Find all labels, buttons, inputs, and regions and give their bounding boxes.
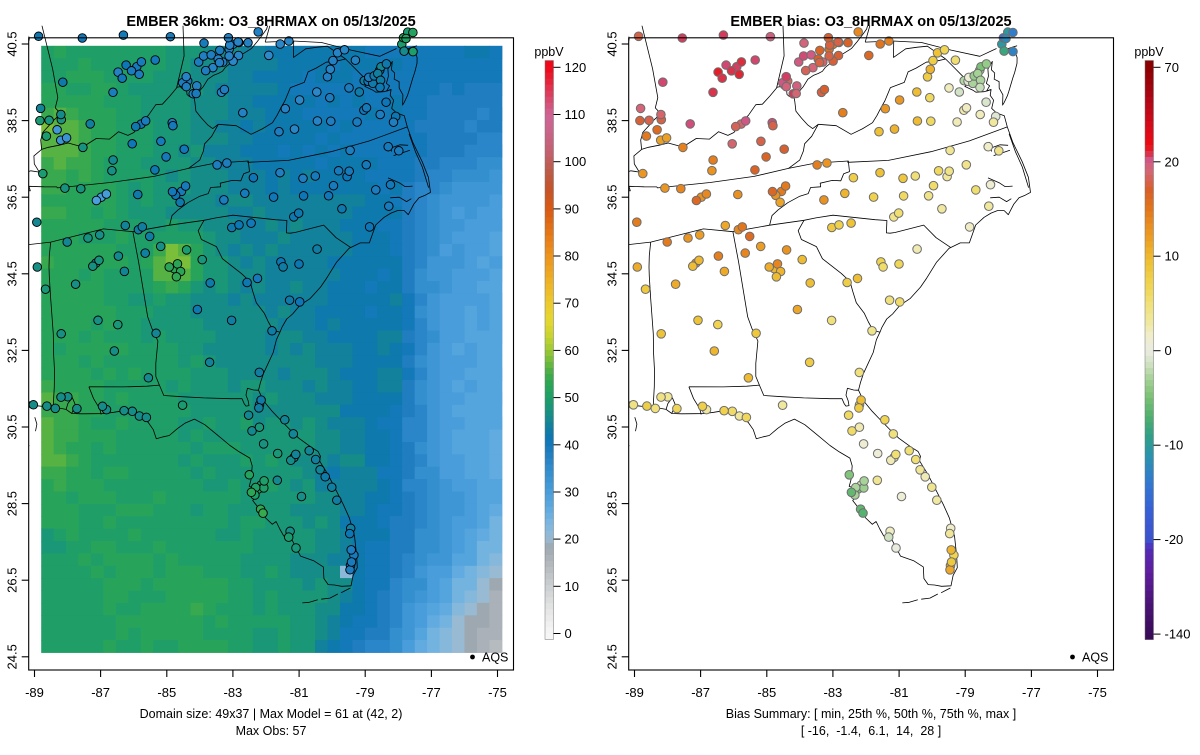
svg-text:26.5: 26.5 — [5, 568, 20, 593]
svg-text:24.5: 24.5 — [605, 644, 620, 669]
svg-text:28.5: 28.5 — [605, 491, 620, 516]
svg-text:-89: -89 — [25, 685, 44, 700]
svg-text:24.5: 24.5 — [5, 644, 20, 669]
svg-text:60: 60 — [565, 343, 579, 358]
svg-text:[ -16, -1.4, 6.1, 14, 28 ]: [ -16, -1.4, 6.1, 14, 28 ] — [801, 724, 941, 738]
svg-text:EMBER 36km: O3_8HRMAX on 05/13: EMBER 36km: O3_8HRMAX on 05/13/2025 — [126, 14, 415, 30]
svg-text:100: 100 — [565, 154, 587, 169]
svg-text:26.5: 26.5 — [605, 568, 620, 593]
svg-text:90: 90 — [565, 201, 579, 216]
svg-text:70: 70 — [565, 296, 579, 311]
svg-text:0: 0 — [1165, 343, 1172, 358]
svg-text:-77: -77 — [422, 685, 441, 700]
svg-text:EMBER bias: O3_8HRMAX on 05/13: EMBER bias: O3_8HRMAX on 05/13/2025 — [730, 14, 1011, 30]
svg-text:30.5: 30.5 — [5, 414, 20, 439]
svg-text:-75: -75 — [1088, 685, 1107, 700]
svg-text:40: 40 — [565, 437, 579, 452]
svg-text:10: 10 — [565, 579, 579, 594]
svg-text:-81: -81 — [890, 685, 909, 700]
svg-text:28.5: 28.5 — [5, 491, 20, 516]
svg-text:20: 20 — [565, 532, 579, 547]
svg-text:-81: -81 — [290, 685, 309, 700]
svg-text:36.5: 36.5 — [5, 185, 20, 210]
svg-text:36.5: 36.5 — [605, 185, 620, 210]
svg-text:34.5: 34.5 — [5, 261, 20, 286]
svg-text:-85: -85 — [757, 685, 776, 700]
svg-text:-77: -77 — [1022, 685, 1041, 700]
svg-text:30: 30 — [565, 485, 579, 500]
svg-text:120: 120 — [565, 60, 587, 75]
svg-text:-83: -83 — [224, 685, 243, 700]
svg-text:34.5: 34.5 — [605, 261, 620, 286]
svg-text:-79: -79 — [956, 685, 975, 700]
svg-text:-75: -75 — [488, 685, 507, 700]
svg-text:38.5: 38.5 — [5, 108, 20, 133]
svg-text:-140: -140 — [1165, 627, 1191, 642]
svg-text:10: 10 — [1165, 249, 1179, 264]
svg-text:Bias Summary: [ min, 25th %, 5: Bias Summary: [ min, 25th %, 50th %, 75t… — [726, 707, 1016, 721]
svg-text:ppbV: ppbV — [1134, 45, 1164, 59]
svg-text:-87: -87 — [691, 685, 710, 700]
svg-text:AQS: AQS — [1082, 651, 1108, 665]
svg-text:-87: -87 — [91, 685, 110, 700]
svg-text:32.5: 32.5 — [605, 338, 620, 363]
svg-text:-85: -85 — [157, 685, 176, 700]
svg-text:-83: -83 — [824, 685, 843, 700]
svg-text:40.5: 40.5 — [605, 31, 620, 56]
svg-text:AQS: AQS — [482, 651, 508, 665]
svg-text:40.5: 40.5 — [5, 31, 20, 56]
svg-text:80: 80 — [565, 249, 579, 264]
svg-text:70: 70 — [1165, 60, 1179, 75]
svg-text:-20: -20 — [1165, 532, 1184, 547]
svg-text:-79: -79 — [356, 685, 375, 700]
svg-text:20: 20 — [1165, 154, 1179, 169]
svg-text:110: 110 — [565, 107, 586, 122]
svg-text:30.5: 30.5 — [605, 414, 620, 439]
svg-text:38.5: 38.5 — [605, 108, 620, 133]
svg-text:ppbV: ppbV — [534, 45, 564, 59]
svg-text:32.5: 32.5 — [5, 338, 20, 363]
svg-text:-89: -89 — [625, 685, 644, 700]
svg-text:Max Obs: 57: Max Obs: 57 — [236, 724, 307, 738]
svg-text:-10: -10 — [1165, 438, 1184, 453]
svg-text:50: 50 — [565, 390, 579, 405]
svg-text:0: 0 — [565, 626, 572, 641]
svg-text:Domain size: 49x37 | Max Model: Domain size: 49x37 | Max Model = 61 at (… — [140, 707, 403, 721]
